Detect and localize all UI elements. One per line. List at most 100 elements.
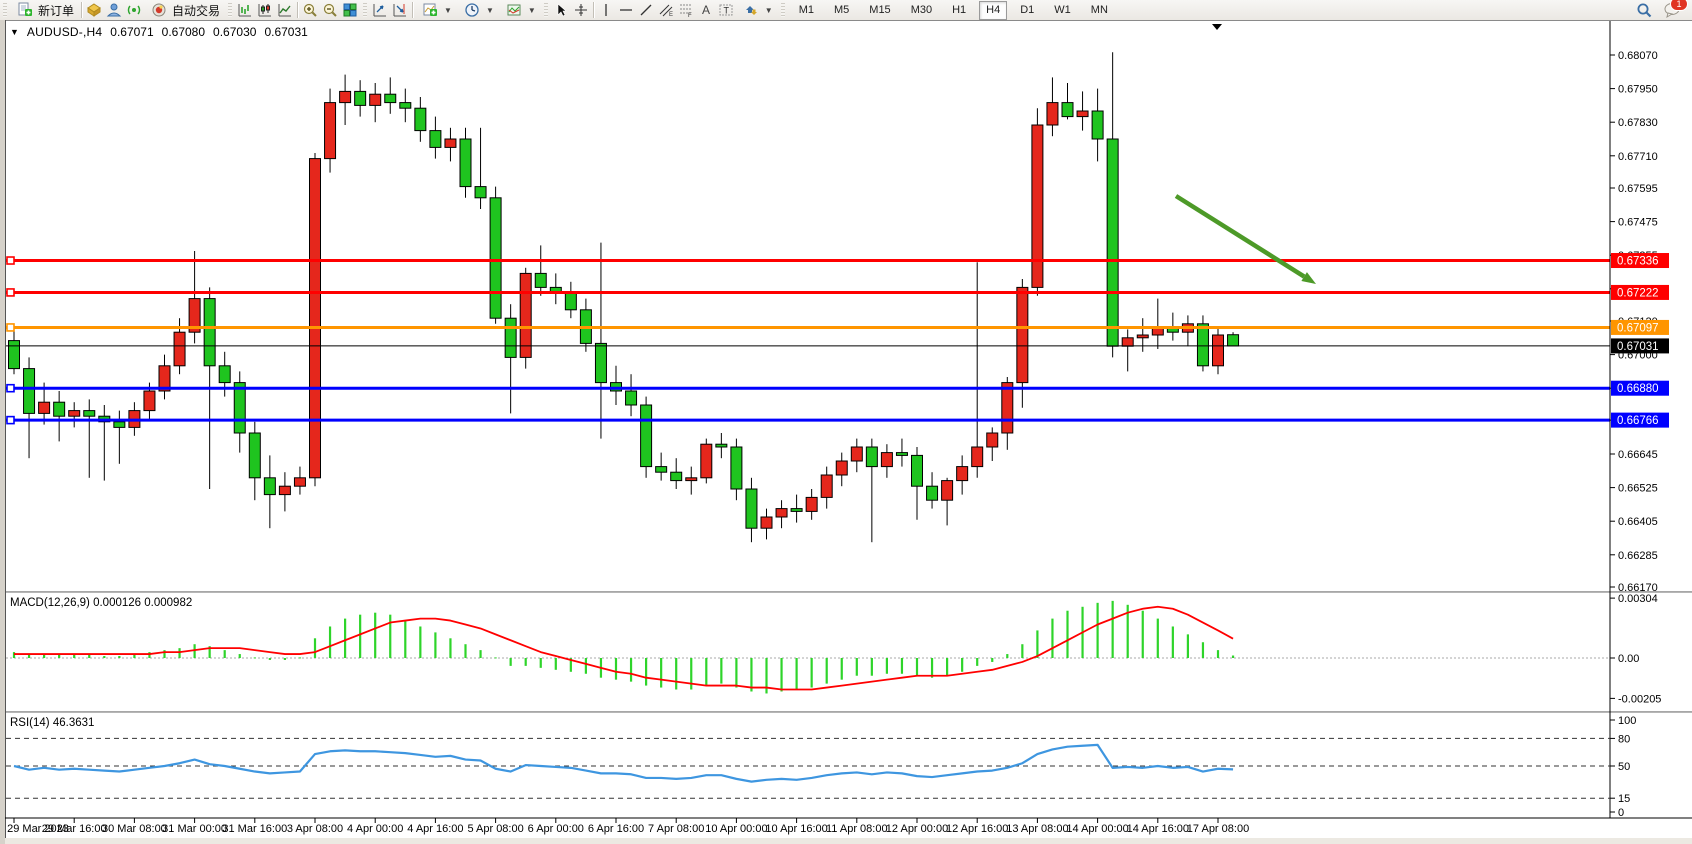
vertical-line-icon[interactable]	[596, 1, 616, 19]
bar-chart-icon[interactable]	[235, 1, 255, 19]
candle-body	[188, 298, 201, 333]
tab-timeframe-W1[interactable]: W1	[1054, 3, 1071, 16]
time-axis-label: 10 Apr 16:00	[765, 823, 827, 835]
macd-histogram-bar	[359, 614, 362, 658]
tab-timeframe-MN[interactable]: MN	[1090, 3, 1108, 16]
trendline-icon[interactable]	[636, 1, 656, 19]
macd-histogram-bar	[43, 654, 46, 658]
line-handle[interactable]	[6, 383, 15, 393]
macd-histogram-bar	[419, 626, 422, 658]
line-handle[interactable]	[6, 323, 15, 332]
gold-box-icon[interactable]	[84, 1, 104, 19]
macd-histogram-bar	[178, 648, 181, 658]
macd-histogram-bar	[750, 658, 753, 692]
candle-body	[1076, 110, 1089, 118]
candle-body	[926, 485, 939, 501]
chart-symbol-period: AUDUSD-,H4	[26, 25, 103, 39]
new-order-button[interactable]: 新订单	[10, 1, 79, 19]
line-handle[interactable]	[6, 288, 15, 297]
tab-timeframe-M1[interactable]: M1	[798, 3, 814, 16]
svg-text:F: F	[688, 13, 692, 18]
horizontal-line-icon[interactable]	[616, 1, 636, 19]
zoom-out-icon[interactable]	[320, 1, 340, 19]
price-axis-tick: 0.67830	[1618, 117, 1658, 129]
chevron-down-icon: ▼	[764, 5, 773, 15]
macd-histogram-bar	[1141, 610, 1144, 658]
toolbar-drag-handle[interactable]	[228, 3, 233, 17]
macd-histogram-bar	[524, 658, 527, 666]
chart-canvas[interactable]: 0.68070 0.67950 0.67830 0.67710 0.67595 0.674…	[0, 20, 1692, 844]
candle-body	[534, 272, 547, 288]
toolbar-drag-handle[interactable]	[363, 3, 368, 17]
profile-icon[interactable]	[104, 1, 124, 19]
cursor-icon[interactable]	[551, 1, 571, 19]
chart-title-bar: ▼ AUDUSD-,H4 0.67071 0.67080 0.67030 0.6…	[10, 25, 308, 39]
price-tag	[1611, 338, 1669, 354]
candle-body	[805, 496, 818, 512]
macd-axis-tick: 0.00	[1618, 653, 1639, 665]
zoom-in-icon[interactable]	[300, 1, 320, 19]
tab-timeframe-M15[interactable]: M15	[869, 3, 891, 16]
candle-body	[760, 516, 773, 529]
tab-timeframe-D1[interactable]: D1	[1020, 3, 1035, 16]
arrows-button[interactable]: ▼	[736, 1, 778, 19]
macd-histogram-bar	[404, 620, 407, 658]
price-axis-tick: 0.66645	[1618, 449, 1658, 461]
price-tag	[1611, 412, 1669, 428]
macd-histogram-bar	[1201, 642, 1205, 658]
arrows-icon	[741, 1, 761, 19]
candle-body	[1031, 124, 1044, 288]
auto-trading-button[interactable]: 自动交易	[144, 1, 225, 19]
candle-body	[203, 298, 216, 367]
toolbar-separator	[81, 2, 83, 18]
line-handle[interactable]	[6, 415, 15, 425]
fibonacci-icon[interactable]: F	[676, 1, 696, 19]
candlestick-chart-icon[interactable]	[255, 1, 275, 19]
tab-timeframe-M30[interactable]: M30	[910, 3, 933, 16]
signal-icon[interactable]	[124, 1, 144, 19]
macd-histogram-bar	[253, 657, 256, 659]
text-icon[interactable]: A	[696, 1, 716, 19]
line-chart-icon[interactable]	[275, 1, 295, 19]
indicators-button[interactable]: ▼	[415, 1, 457, 19]
tile-windows-icon[interactable]	[340, 1, 360, 19]
indicators-add-icon	[420, 1, 440, 19]
chat-icon[interactable]: 1	[1662, 0, 1688, 19]
crosshair-icon[interactable]	[571, 1, 591, 19]
price-tag-label: 0.67336	[1617, 256, 1659, 268]
candle-body	[594, 342, 607, 384]
template-button[interactable]: ▼	[499, 1, 541, 19]
macd-histogram-bar	[946, 658, 949, 676]
candle-body	[309, 158, 321, 479]
tab-timeframe-H1[interactable]: H1	[952, 3, 967, 16]
search-icon[interactable]	[1634, 1, 1654, 19]
macd-signal-value: 0.000982	[144, 597, 193, 609]
line-handle[interactable]	[6, 256, 15, 265]
collapse-triangle-icon[interactable]: ▼	[10, 27, 19, 37]
macd-histogram-bar	[193, 644, 196, 658]
price-tag-label: 0.67097	[1617, 322, 1659, 334]
toolbar-drag-handle[interactable]	[543, 3, 548, 17]
candle-body	[293, 477, 306, 487]
label-icon[interactable]: T	[716, 1, 736, 19]
chart-shift-marker[interactable]	[1212, 24, 1222, 30]
trend-arrow[interactable]	[1174, 194, 1306, 279]
equidistant-channel-icon[interactable]: E	[656, 1, 676, 19]
timeframes-button[interactable]: ▼	[457, 1, 499, 19]
chart-shift-icon[interactable]	[390, 1, 410, 19]
time-axis-label: 10 Apr 00:00	[705, 823, 767, 835]
chart-scroll-icon[interactable]	[370, 1, 390, 19]
price-tag-label: 0.66766	[1617, 415, 1659, 427]
toolbar-drag-handle[interactable]	[780, 3, 785, 17]
macd-histogram-bar	[494, 657, 497, 659]
rsi-axis-tick: 0	[1618, 807, 1624, 819]
macd-histogram-bar	[855, 658, 858, 676]
toolbar-separator	[412, 2, 414, 18]
toolbar-drag-handle[interactable]	[3, 3, 7, 17]
macd-histogram-bar	[885, 658, 888, 674]
main-toolbar: 新订单 自动交易 ▼	[0, 0, 1692, 21]
tab-timeframe-H4[interactable]: H4	[979, 0, 1008, 20]
price-tag	[1611, 253, 1669, 269]
tab-timeframe-M5[interactable]: M5	[834, 3, 850, 16]
candle-body	[715, 443, 728, 448]
